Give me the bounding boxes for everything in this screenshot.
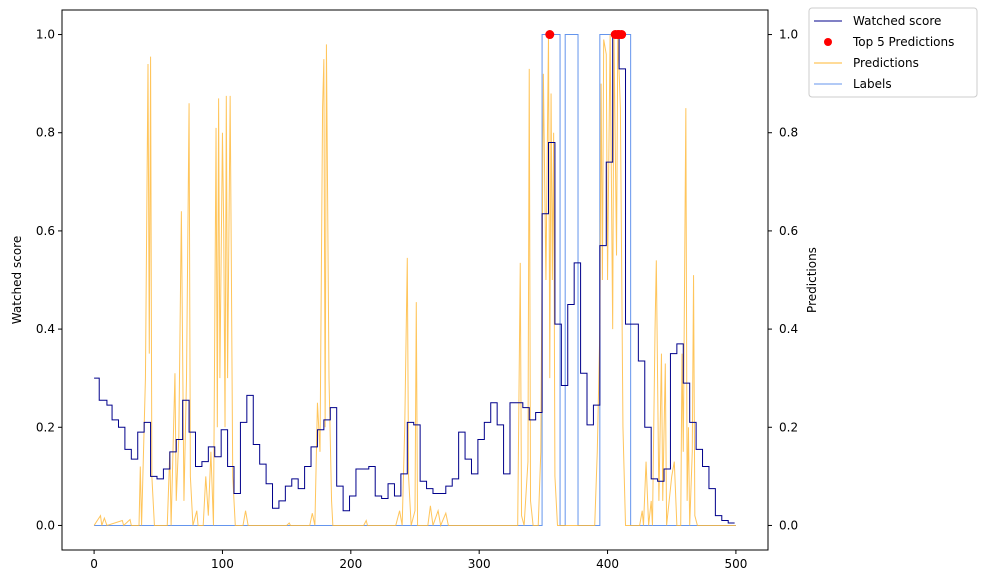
y-left-tick-label: 0.0	[36, 518, 55, 532]
y-right-tick-label: 0.2	[779, 420, 798, 434]
x-tick-label: 500	[724, 557, 747, 571]
series-layer	[93, 30, 736, 528]
y-left-tick-label: 0.4	[36, 322, 55, 336]
legend-label-top-5-predictions: Top 5 Predictions	[852, 35, 954, 49]
y-left-tick-label: 0.8	[36, 126, 55, 140]
legend-label-predictions: Predictions	[853, 56, 919, 70]
y-left-tick-label: 1.0	[36, 28, 55, 42]
y-right-tick-label: 0.8	[779, 126, 798, 140]
y-axis-right: 0.0 0.2 0.4 0.6 0.8 1.0	[768, 28, 798, 532]
legend-frame	[808, 7, 978, 98]
y-right-tick-label: 1.0	[779, 28, 798, 42]
predictions-line	[93, 34, 736, 528]
y-axis-left-label: Watched score	[10, 236, 24, 324]
top-prediction-point	[545, 30, 555, 40]
y-right-tick-label: 0.4	[779, 322, 798, 336]
watched-score-line	[94, 36, 735, 524]
legend-label-labels: Labels	[853, 77, 892, 91]
x-tick-label: 400	[596, 557, 619, 571]
y-right-tick-label: 0.6	[779, 224, 798, 238]
top-prediction-point	[617, 30, 627, 40]
x-tick-label: 200	[339, 557, 362, 571]
legend: Watched score Top 5 Predictions Prediction…	[808, 7, 978, 98]
x-tick-label: 300	[468, 557, 491, 571]
x-axis: 0 100 200 300 400 500	[90, 550, 747, 571]
y-axis-left: 0.0 0.2 0.4 0.6 0.8 1.0	[36, 28, 62, 532]
x-tick-label: 0	[90, 557, 98, 571]
y-left-tick-label: 0.6	[36, 224, 55, 238]
plot-frame	[61, 9, 769, 551]
y-right-tick-label: 0.0	[779, 518, 798, 532]
legend-label-watched-score: Watched score	[853, 14, 941, 28]
y-axis-right-label: Predictions	[805, 247, 819, 313]
x-tick-label: 100	[211, 557, 234, 571]
y-left-tick-label: 0.2	[36, 420, 55, 434]
legend-marker-top-5-predictions	[824, 38, 832, 46]
